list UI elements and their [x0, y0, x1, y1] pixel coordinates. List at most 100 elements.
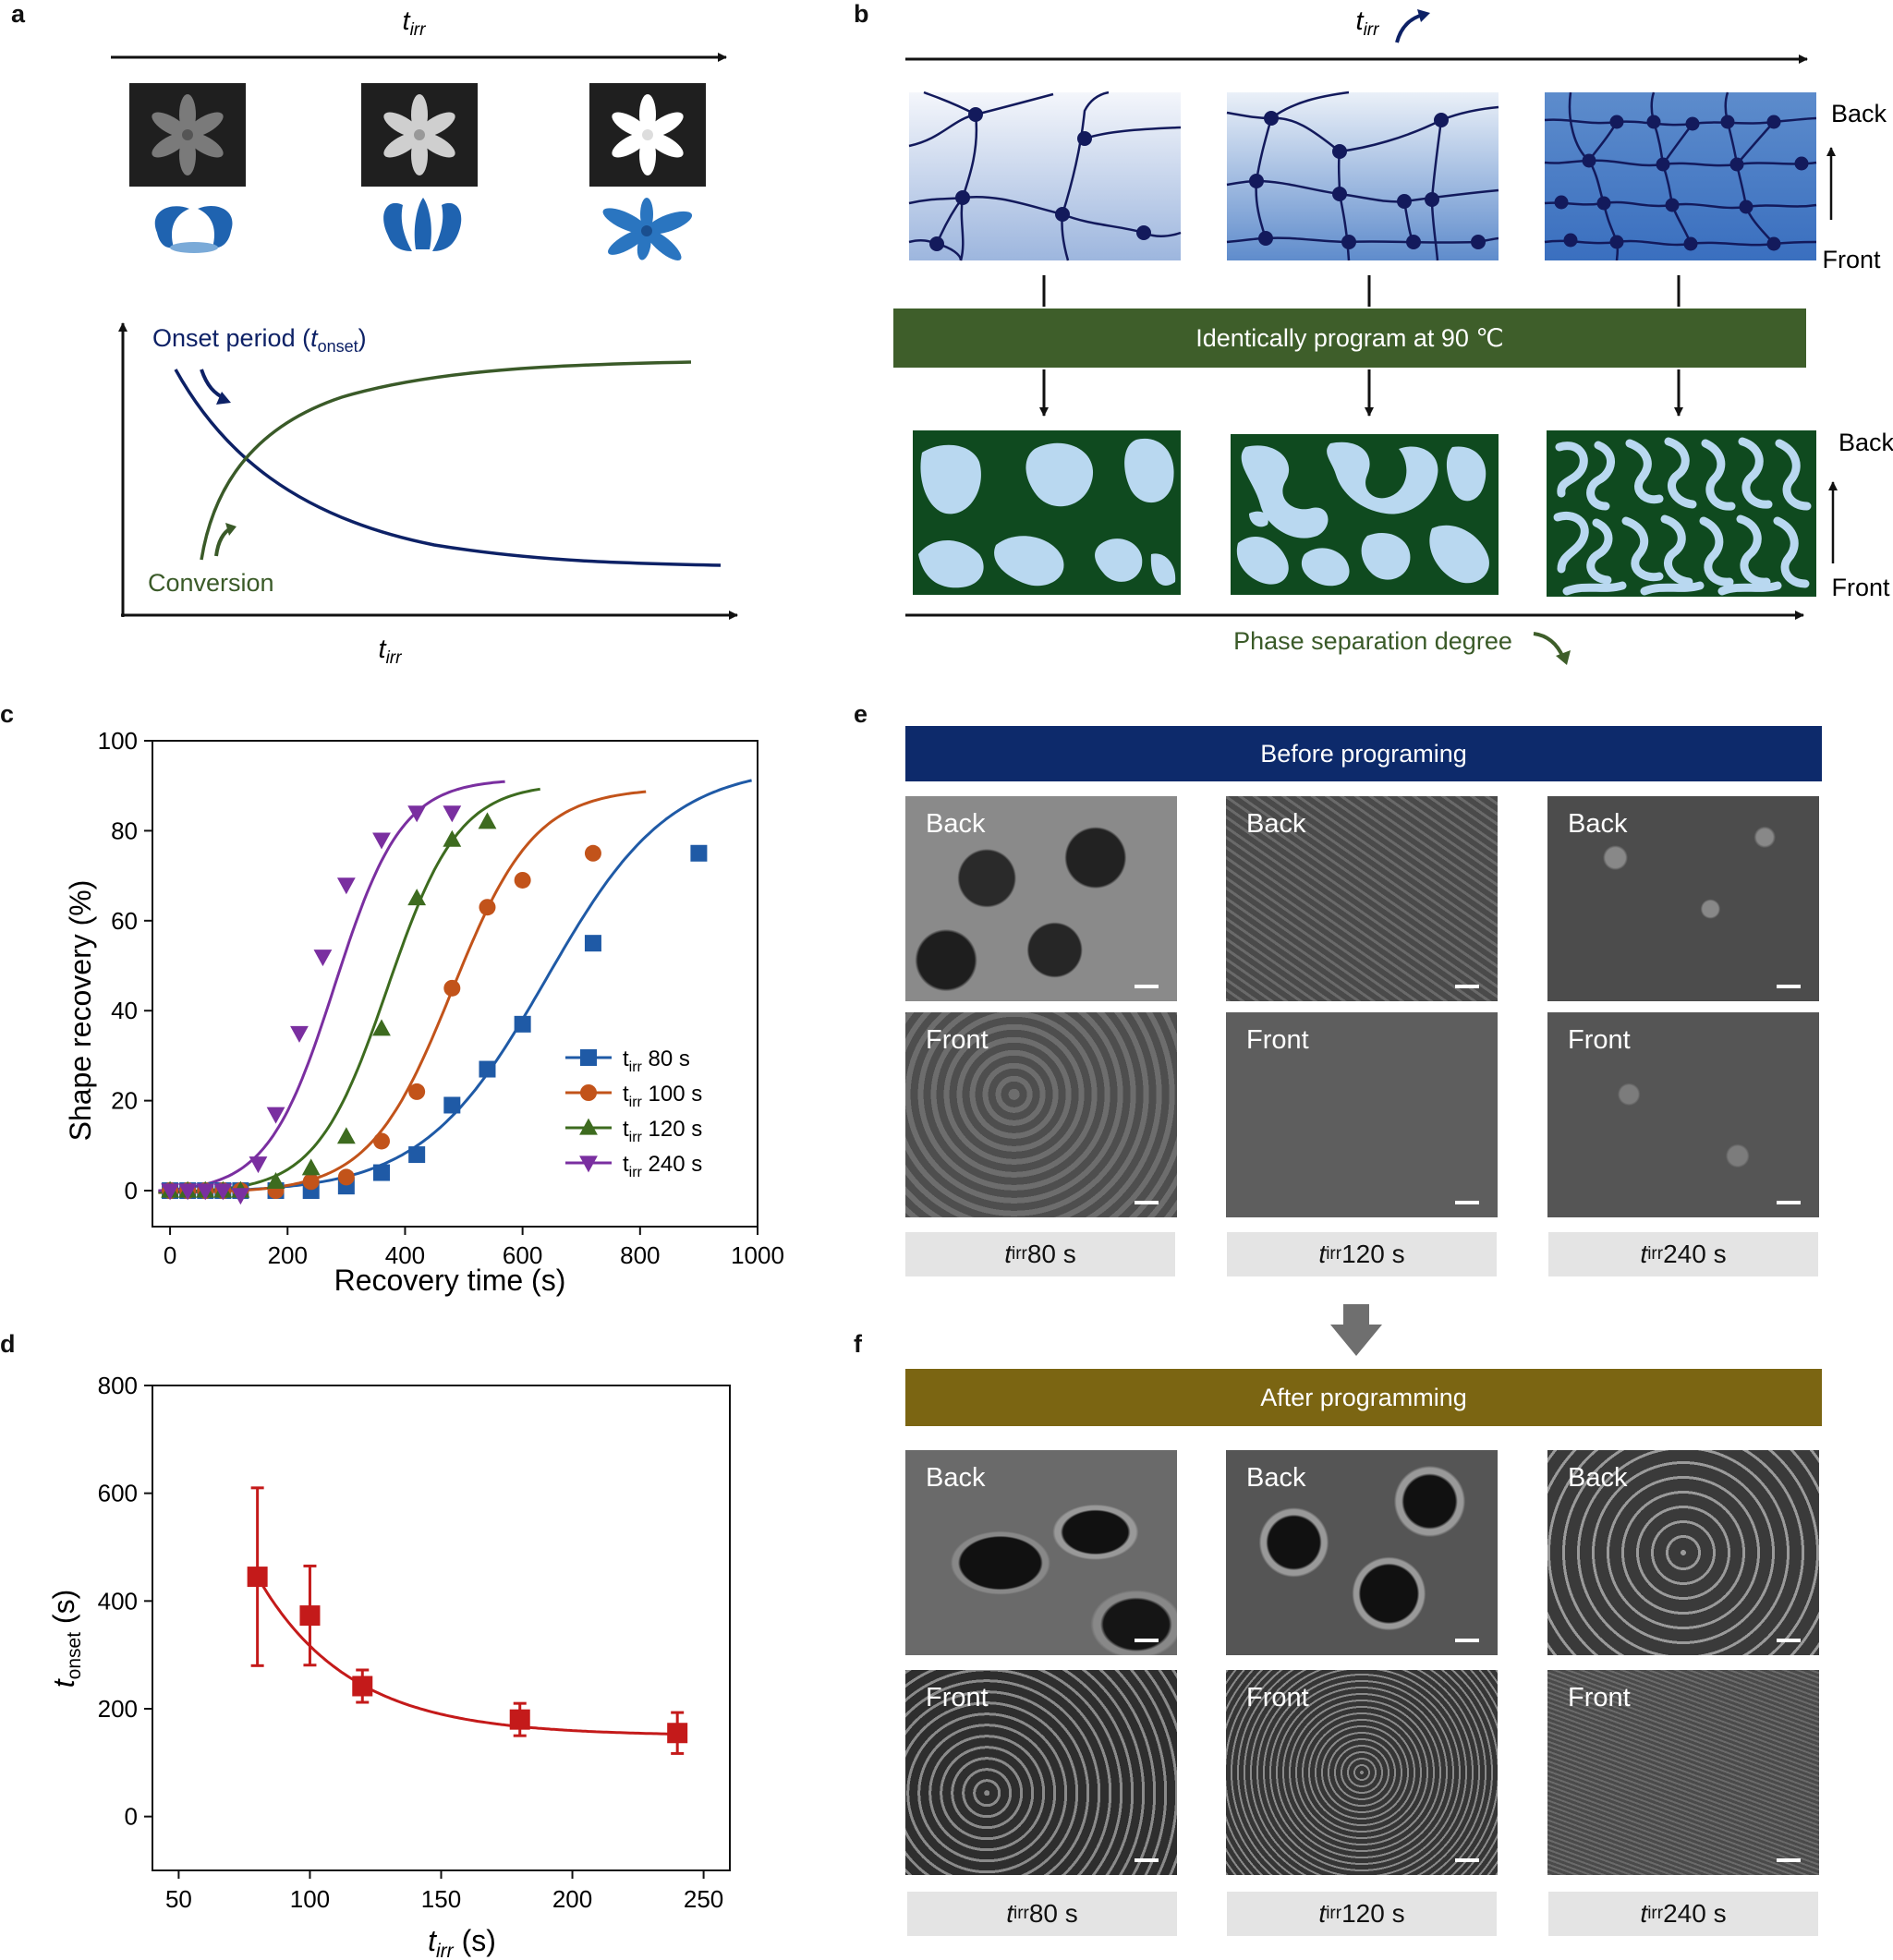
scale-bar — [1455, 985, 1479, 988]
chart-c-data-point — [584, 844, 601, 862]
chart-c-data-point — [372, 832, 391, 850]
chart-c-data-point — [266, 1171, 285, 1189]
chart-c-y-tick-label: 0 — [125, 1177, 138, 1204]
caption-before-80s: t irr 80 s — [905, 1232, 1175, 1276]
sem-label-back: Back — [926, 809, 986, 839]
chart-c-data-point — [290, 1025, 309, 1043]
sem-after-120s-back: Back — [1226, 1450, 1498, 1655]
chart-c-legend-marker — [580, 1049, 597, 1066]
chart-c-data-point — [373, 1132, 391, 1150]
chart-d-y-tick-label: 800 — [98, 1372, 138, 1399]
chart-c-fit-line — [158, 790, 647, 1194]
chart-c-data-point — [161, 1183, 179, 1201]
chart-c-shape-recovery: 0 200 400 600 800 1000 0 20 40 60 80 100 tirr 80 s t… — [64, 727, 784, 1297]
chart-d-x-tick-label: 50 — [165, 1885, 192, 1913]
chart-c-data-point — [407, 805, 427, 823]
chart-c-data-point — [584, 935, 601, 952]
panel-label-e: e — [854, 700, 868, 728]
chart-c-data-point — [372, 1019, 391, 1036]
chart-c-x-tick-label: 1000 — [731, 1241, 784, 1269]
chart-d-y-tick-label: 600 — [98, 1480, 138, 1507]
chart-d-x-tick-label: 100 — [290, 1885, 330, 1913]
chart-d-data-point — [667, 1723, 688, 1744]
chart-d-x-axis-title: tirr (s) — [428, 1924, 496, 1960]
scale-bar — [1777, 1858, 1801, 1862]
chart-c-data-point — [479, 1060, 496, 1078]
panel-label-a: a — [11, 0, 26, 28]
phase-box-2 — [1231, 434, 1499, 595]
sem-after-240s-back: Back — [1547, 1450, 1819, 1655]
panel-b-top-axis-label: tirr — [1356, 6, 1380, 40]
chart-d-y-axis-title: tonset (s) — [47, 1590, 85, 1688]
sem-before-80s-front: Front — [905, 1012, 1177, 1217]
chart-c-data-point — [301, 1158, 321, 1176]
panel-b-back-label-top: Back — [1831, 100, 1887, 127]
panel-label-b: b — [854, 0, 869, 28]
caption-after-120s: t irr 120 s — [1227, 1892, 1497, 1936]
chart-c-y-tick-label: 100 — [98, 727, 138, 755]
onset-period-label: Onset period (tonset) — [152, 324, 367, 356]
chart-c-data-point — [479, 899, 496, 916]
scale-bar — [1135, 985, 1159, 988]
chart-c-x-tick-label: 600 — [503, 1241, 542, 1269]
chart-c-data-point — [213, 1183, 233, 1201]
flower-tile-1 — [129, 83, 246, 187]
sem-after-120s-front: Front — [1226, 1670, 1498, 1875]
chart-c-data-point — [443, 829, 462, 847]
chart-c-data-point — [443, 805, 462, 823]
caption-before-240s: t irr 240 s — [1548, 1232, 1818, 1276]
chart-d-y-tick-label: 200 — [98, 1695, 138, 1723]
sem-label-back: Back — [1568, 1463, 1628, 1493]
scale-bar — [1777, 1201, 1801, 1204]
chart-c-data-point — [443, 1096, 461, 1114]
panel-label-d: d — [0, 1330, 16, 1358]
sem-after-80s-back: Back — [905, 1450, 1177, 1655]
chart-c-x-tick-label: 400 — [385, 1241, 425, 1269]
folded-flower-1 — [154, 206, 233, 253]
sem-label-front: Front — [1568, 1025, 1631, 1055]
chart-c-data-point — [249, 1156, 268, 1174]
phase-box-1 — [913, 430, 1181, 595]
sem-label-front: Front — [926, 1683, 989, 1712]
folded-flower-2 — [383, 198, 462, 251]
chart-c-fit-line — [158, 787, 540, 1194]
network-box-2 — [1226, 91, 1499, 261]
chart-c-data-point — [302, 1173, 320, 1191]
flower-tile-3 — [589, 83, 706, 187]
chart-c-x-tick-label: 0 — [164, 1241, 176, 1269]
sem-label-front: Front — [1246, 1025, 1309, 1055]
chart-c-x-tick-label: 800 — [620, 1241, 660, 1269]
sem-label-back: Back — [926, 1463, 986, 1493]
down-arrow-icon — [1330, 1304, 1382, 1356]
chart-c-x-tick-label: 200 — [268, 1241, 308, 1269]
chart-c-frame — [152, 740, 758, 1228]
panel-b-back-label-bottom: Back — [1838, 429, 1893, 456]
chart-c-data-point — [336, 1127, 356, 1144]
chart-c-legend-label: tirr 100 s — [623, 1082, 702, 1110]
scale-bar — [1777, 1639, 1801, 1642]
chart-c-data-point — [408, 1083, 426, 1100]
scale-bar — [1455, 1858, 1479, 1862]
sem-before-120s-back: Back — [1226, 796, 1498, 1001]
caption-after-240s: t irr 240 s — [1548, 1892, 1818, 1936]
chart-c-data-point — [443, 979, 461, 997]
chart-c-legend-marker — [579, 1155, 598, 1173]
caption-after-80s: t irr 80 s — [907, 1892, 1177, 1936]
chart-d-data-point — [299, 1605, 321, 1627]
chart-d-x-tick-label: 150 — [421, 1885, 461, 1913]
program-bar-text: Identically program at 90 ℃ — [1195, 324, 1503, 352]
chart-c-data-point — [178, 1183, 198, 1201]
sem-after-240s-front: Front — [1547, 1670, 1819, 1875]
tirr-curl-arrowhead — [1417, 9, 1430, 22]
chart-c-legend-label: tirr 80 s — [623, 1047, 690, 1075]
chart-c-y-tick-label: 60 — [111, 907, 138, 935]
sem-label-back: Back — [1246, 1463, 1306, 1493]
chart-c-data-point — [478, 812, 497, 829]
network-box-3 — [1544, 91, 1817, 261]
chart-c-data-point — [313, 950, 333, 967]
chart-d-fit-line — [256, 1576, 678, 1736]
scale-bar — [1135, 1201, 1159, 1204]
scale-bar — [1135, 1639, 1159, 1642]
panel-b-front-label-top: Front — [1822, 246, 1881, 273]
chart-c-legend-label: tirr 120 s — [623, 1117, 702, 1145]
